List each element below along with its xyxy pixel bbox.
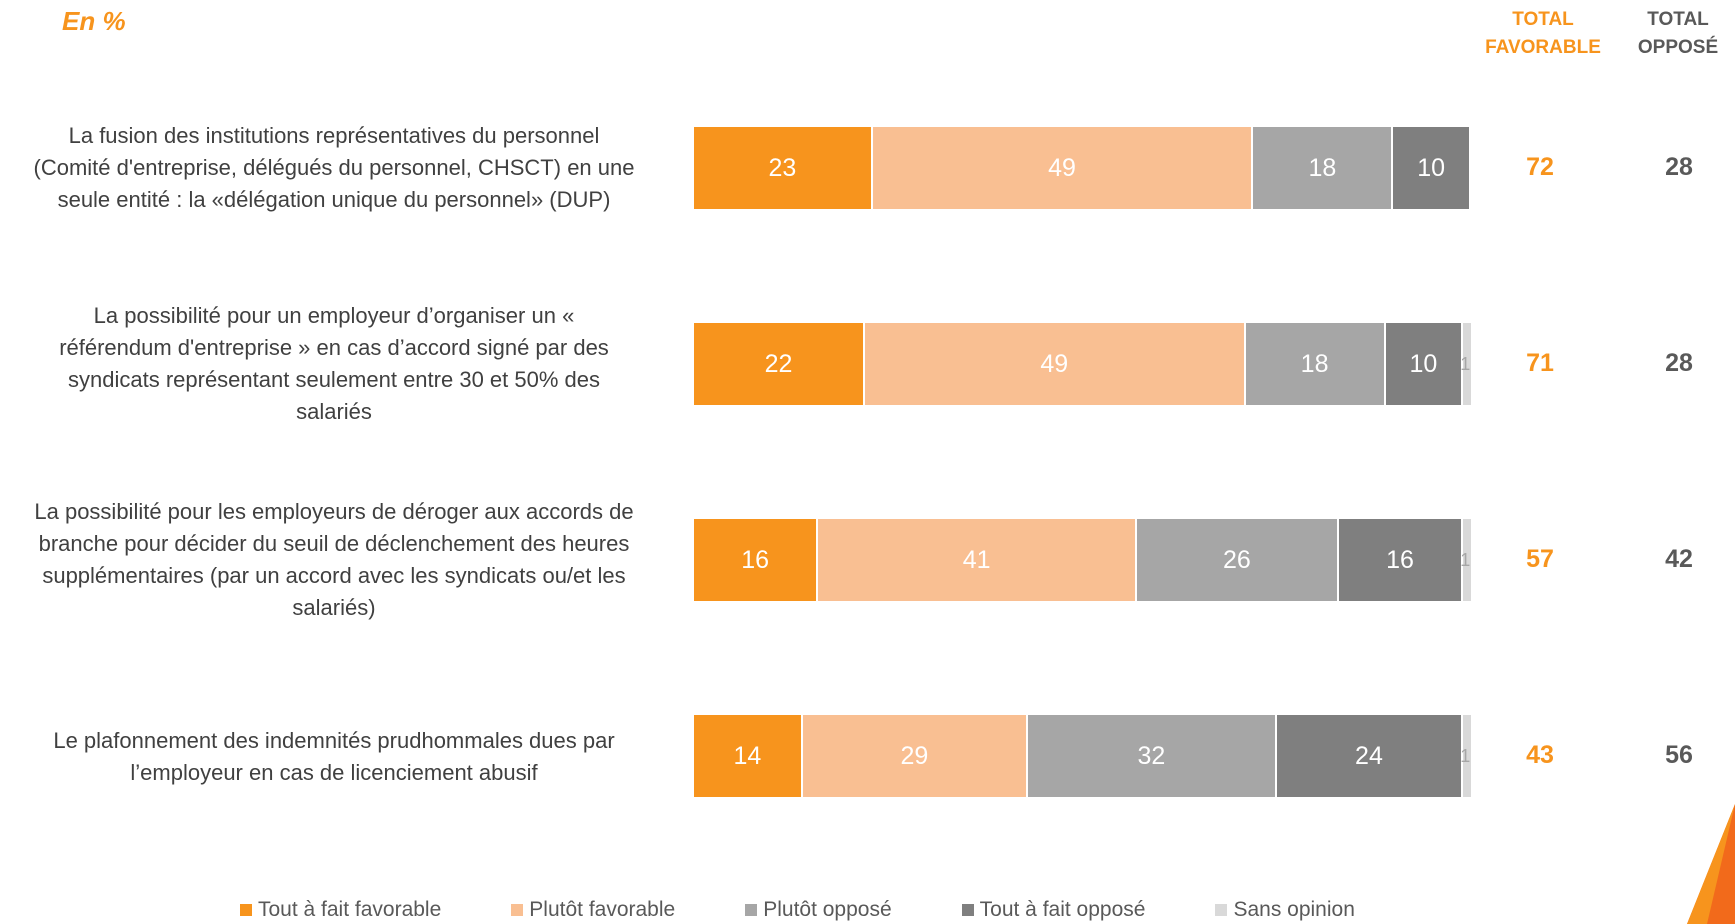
legend-label: Plutôt opposé [763, 898, 892, 921]
legend-item: Plutôt favorable [511, 898, 675, 922]
bar-segment: 49 [864, 323, 1246, 405]
data-label: 18 [1308, 153, 1337, 182]
total-oppose-value: 42 [1665, 545, 1693, 573]
bar-segment: 22 [694, 323, 865, 405]
legend-label: Sans opinion [1233, 898, 1355, 921]
bar-segment: 41 [818, 519, 1137, 601]
chart-legend: Tout à fait favorable Plutôt favorable Plu… [240, 898, 1355, 922]
data-label: 26 [1222, 545, 1251, 574]
legend-item: Tout à fait favorable [240, 898, 441, 922]
stacked-bar: 16 41 26 16 1 [694, 519, 1471, 601]
legend-label: Tout à fait favorable [258, 898, 442, 921]
bar-segment: 32 [1028, 715, 1277, 797]
row-label-line: l’employeur en cas de licenciement abusi… [130, 760, 538, 785]
legend-item: Tout à fait opposé [961, 898, 1146, 922]
data-label: 49 [1048, 153, 1076, 182]
row-label-line: (Comité d'entreprise, délégués du person… [33, 155, 635, 180]
total-favorable-value: 43 [1526, 741, 1554, 769]
bar-segment: 10 [1385, 323, 1464, 405]
row-label: Le plafonnement des indemnités prudhomma… [0, 725, 668, 789]
bar-segment: 16 [694, 519, 819, 601]
bar-segment: 18 [1245, 323, 1386, 405]
row-label-line: La possibilité pour les employeurs de dé… [34, 499, 634, 524]
bar-segment: 26 [1136, 519, 1339, 601]
total-favorable-header: TOTAL FAVORABLE [1468, 6, 1618, 62]
bar-segment: 49 [872, 127, 1254, 209]
data-label: 18 [1300, 349, 1329, 378]
row-label-line: supplémentaires (par un accord avec les … [42, 563, 626, 588]
row-label-line: salariés [296, 399, 372, 424]
data-label: 1 [1460, 353, 1471, 374]
total-oppose-value: 56 [1665, 741, 1693, 769]
stacked-bar: 14 29 32 24 1 [694, 715, 1471, 797]
bar-segment: 10 [1393, 127, 1471, 209]
row-label-line: Le plafonnement des indemnités prudhomma… [53, 728, 615, 753]
bar-segment: 1 [1460, 715, 1471, 797]
row-label: La possibilité pour les employeurs de dé… [0, 496, 668, 624]
total-oppose-header-line2: OPPOSÉ [1637, 37, 1719, 58]
legend-swatch [961, 904, 974, 916]
data-label: 1 [1460, 549, 1471, 570]
data-label: 23 [768, 153, 797, 182]
total-oppose-header: TOTAL OPPOSÉ [1603, 6, 1735, 62]
legend-label: Plutôt favorable [529, 898, 676, 921]
data-label: 29 [900, 741, 929, 770]
data-label: 16 [741, 545, 770, 574]
data-label: 41 [962, 545, 991, 574]
data-label: 24 [1355, 741, 1383, 770]
total-favorable-value: 71 [1526, 349, 1554, 377]
total-oppose-value: 28 [1665, 349, 1693, 377]
total-favorable-header-line2: FAVORABLE [1485, 37, 1601, 58]
stacked-bar: 22 49 18 10 1 [694, 323, 1471, 405]
legend-swatch [511, 904, 524, 916]
total-oppose-header-line1: TOTAL [1647, 9, 1709, 30]
data-label: 16 [1386, 545, 1414, 574]
legend-swatch [745, 904, 758, 916]
data-label: 14 [733, 741, 762, 770]
row-label-line: syndicats représentant seulement entre 3… [68, 367, 600, 392]
data-label: 1 [1460, 745, 1471, 766]
total-favorable-header-line1: TOTAL [1512, 9, 1574, 30]
bar-segment: 18 [1253, 127, 1394, 209]
legend-item: Plutôt opposé [745, 898, 892, 922]
row-label: La possibilité pour un employeur d’organ… [0, 300, 668, 428]
data-label: 10 [1409, 349, 1438, 378]
legend-swatch [1215, 904, 1228, 916]
bar-segment: 1 [1460, 519, 1471, 601]
legend-label: Tout à fait opposé [979, 898, 1146, 921]
data-label: 32 [1137, 741, 1166, 770]
total-favorable-value: 57 [1526, 545, 1554, 573]
row-label-line: La fusion des institutions représentativ… [68, 123, 600, 148]
bar-segment: 23 [694, 127, 873, 209]
data-label: 49 [1040, 349, 1069, 378]
legend-item: Sans opinion [1215, 898, 1355, 922]
data-label: 22 [764, 349, 793, 378]
bar-segment: 29 [802, 715, 1029, 797]
corner-decoration [1687, 804, 1735, 924]
total-oppose-value: 28 [1665, 153, 1693, 181]
row-label: La fusion des institutions représentativ… [0, 120, 668, 216]
stacked-bar: 23 49 18 10 [694, 127, 1471, 209]
row-label-line: seule entité : la «délégation unique du … [57, 187, 611, 212]
bar-segment: 24 [1276, 715, 1464, 797]
unit-label: En % [62, 6, 126, 36]
data-label: 10 [1417, 153, 1446, 182]
legend-swatch [240, 904, 252, 916]
bar-segment: 16 [1338, 519, 1464, 601]
bar-segment: 14 [694, 715, 803, 797]
row-label-line: référendum d'entreprise » en cas d’accor… [59, 335, 609, 360]
row-label-line: La possibilité pour un employeur d’organ… [93, 303, 575, 328]
total-favorable-value: 72 [1526, 153, 1554, 181]
bar-segment: 1 [1460, 323, 1471, 405]
row-label-line: salariés) [292, 595, 376, 620]
row-label-line: branche pour décider du seuil de déclenc… [38, 531, 630, 556]
